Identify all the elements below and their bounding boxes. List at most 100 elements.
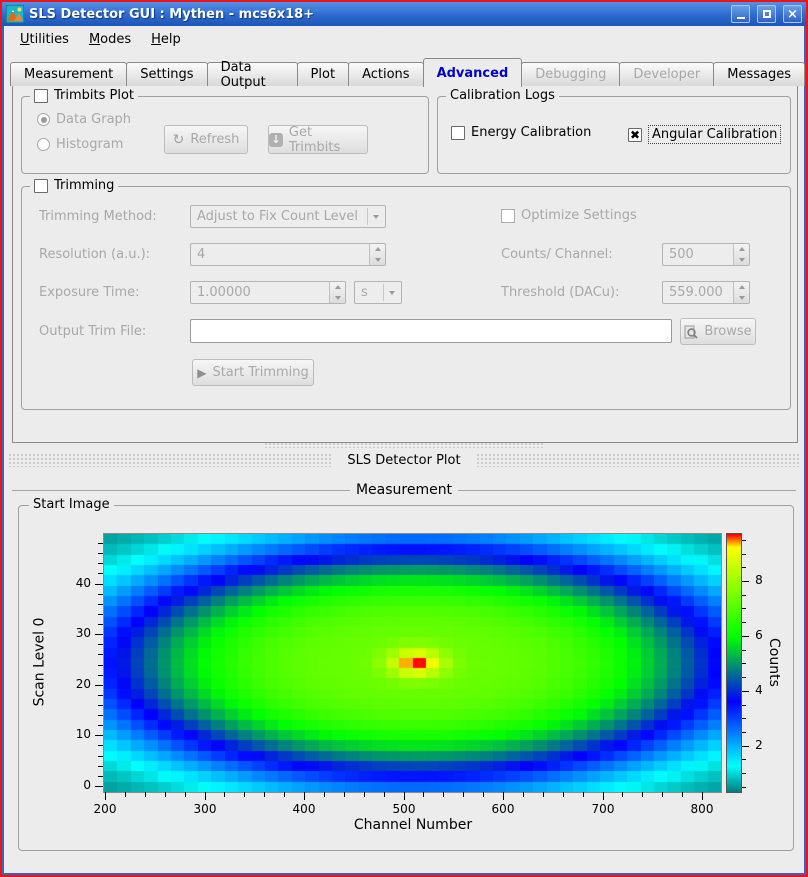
tab-actions[interactable]: Actions (348, 62, 424, 86)
colorbar-tick-label: 2 (755, 738, 763, 752)
energy-calibration-checkbox[interactable] (451, 125, 465, 140)
close-button[interactable]: × (783, 5, 802, 23)
histogram-radio[interactable]: Histogram (37, 137, 123, 152)
counts-spinbox[interactable]: 500 (662, 243, 750, 266)
tab-advanced[interactable]: Advanced (422, 58, 523, 87)
resolution-spinbox[interactable]: 4 (190, 243, 386, 266)
x-tick-label: 700 (591, 802, 615, 816)
exposure-value: 1.00000 (197, 285, 251, 300)
splitter-handle[interactable] (264, 442, 544, 448)
exposure-label: Exposure Time: (39, 285, 140, 300)
axis-tick (523, 792, 524, 797)
axis-tick (543, 792, 544, 797)
browse-button[interactable]: Browse (680, 318, 756, 345)
tab-data-output[interactable]: Data Output (206, 60, 298, 90)
trimming-method-label: Trimming Method: (39, 209, 157, 224)
measurement-line-left (12, 489, 350, 491)
data-graph-radio-icon (37, 113, 50, 126)
axis-tick (95, 735, 103, 736)
start-trimming-button[interactable]: ▶ Start Trimming (192, 359, 314, 386)
axis-tick (742, 650, 746, 651)
axis-tick (98, 563, 103, 564)
exposure-unit-value: s (361, 285, 368, 300)
menu-modes[interactable]: Modes (88, 31, 132, 47)
axis-tick (742, 663, 746, 664)
get-trimbits-button[interactable]: ↓ Get Trimbits (268, 125, 368, 155)
threshold-label: Threshold (DACu): (501, 285, 620, 300)
axis-tick (742, 718, 746, 719)
axis-tick (324, 792, 325, 797)
axis-tick (98, 594, 103, 595)
minimize-button[interactable] (731, 5, 750, 23)
axis-tick (364, 792, 365, 797)
optimize-settings-checkbox[interactable] (501, 208, 515, 223)
heatmap-plot[interactable] (103, 533, 722, 793)
axis-tick (95, 786, 103, 787)
axis-tick (662, 792, 663, 797)
axis-tick (105, 792, 106, 800)
axis-tick (742, 595, 746, 596)
measurement-title: Measurement (355, 482, 453, 498)
tab-measurement[interactable]: Measurement (10, 62, 128, 86)
output-trim-file-input[interactable] (190, 319, 672, 343)
y-axis-title-wrap: Scan Level 0 (27, 533, 51, 791)
calibration-logs-title: Calibration Logs (450, 88, 555, 103)
maximize-button[interactable] (757, 5, 776, 23)
axis-tick (98, 614, 103, 615)
exposure-spin-arrows[interactable] (329, 282, 345, 303)
tab-developer[interactable]: Developer (619, 62, 715, 86)
axis-tick (98, 654, 103, 655)
threshold-value: 559.000 (669, 285, 723, 300)
axis-tick (563, 792, 564, 797)
energy-calibration-row[interactable]: Energy Calibration (451, 125, 591, 140)
axis-tick (95, 685, 103, 686)
axis-tick (443, 792, 444, 797)
refresh-button[interactable]: ↻ Refresh (164, 125, 248, 154)
x-tick-label: 800 (690, 802, 714, 816)
tab-settings[interactable]: Settings (126, 62, 208, 86)
dock-titlebar[interactable]: SLS Detector Plot (8, 452, 800, 468)
menu-help[interactable]: Help (151, 31, 181, 47)
colorbar-title: Counts (766, 637, 782, 687)
axis-tick (205, 792, 206, 800)
trimming-title: Trimming (54, 178, 115, 193)
tab-bar: Measurement Settings Data Output Plot Action… (10, 58, 805, 90)
trimbits-plot-group: Trimbits Plot Data Graph Histogram ↻ Ref… (21, 88, 429, 174)
trimming-method-combo-arrow-icon (367, 208, 383, 225)
y-tick-label: 20 (75, 677, 91, 691)
maximize-icon (762, 10, 771, 18)
threshold-spinbox[interactable]: 559.000 (662, 281, 750, 304)
menu-utilities[interactable]: Utilities (20, 31, 69, 47)
exposure-spinbox[interactable]: 1.00000 (190, 281, 346, 304)
titlebar[interactable]: SLS Detector GUI : Mythen - mcs6x18+ × (2, 2, 806, 26)
axis-tick (702, 792, 703, 800)
axis-tick (165, 792, 166, 797)
axis-tick (642, 792, 643, 797)
optimize-settings-row[interactable]: Optimize Settings (501, 208, 637, 223)
tab-debugging[interactable]: Debugging (521, 62, 621, 86)
tab-plot[interactable]: Plot (296, 62, 350, 86)
tab-messages[interactable]: Messages (713, 62, 805, 86)
trimming-method-combo[interactable]: Adjust to Fix Count Level (190, 205, 386, 228)
axis-tick (463, 792, 464, 797)
angular-calibration-row[interactable]: ✖ Angular Calibration (628, 125, 782, 144)
axis-tick (622, 792, 623, 797)
axis-tick (583, 792, 584, 797)
axis-tick (145, 792, 146, 797)
y-tick-label: 40 (75, 576, 91, 590)
counts-spin-arrows[interactable] (733, 244, 749, 265)
axis-tick (384, 792, 385, 797)
trimming-checkbox[interactable] (34, 178, 48, 193)
x-axis-title: Channel Number (353, 817, 473, 833)
exposure-unit-combo[interactable]: s (354, 281, 402, 304)
window-title: SLS Detector GUI : Mythen - mcs6x18+ (29, 6, 315, 22)
angular-calibration-label: Angular Calibration (648, 125, 782, 144)
data-graph-radio[interactable]: Data Graph (37, 112, 131, 127)
axis-tick (98, 624, 103, 625)
trimming-method-value: Adjust to Fix Count Level (197, 209, 358, 224)
angular-calibration-checkbox[interactable]: ✖ (628, 127, 642, 142)
trimbits-plot-checkbox[interactable] (34, 88, 48, 103)
threshold-spin-arrows[interactable] (733, 282, 749, 303)
axis-tick (284, 792, 285, 797)
resolution-spin-arrows[interactable] (369, 244, 385, 265)
